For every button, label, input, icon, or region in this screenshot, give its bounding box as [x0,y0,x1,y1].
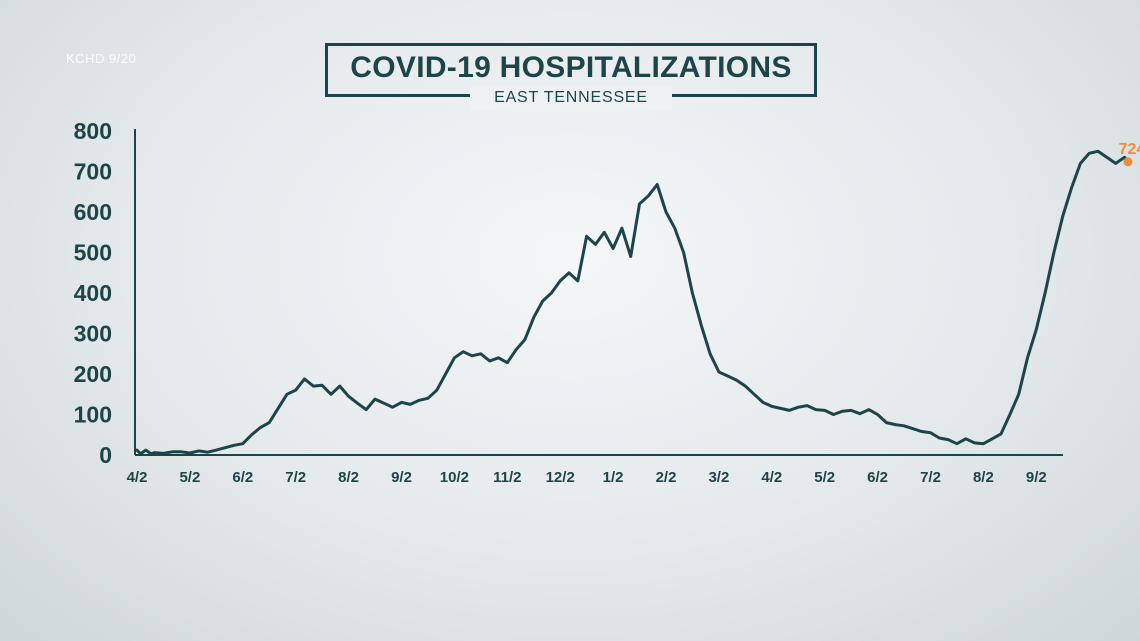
y-tick-label: 400 [74,280,112,306]
x-tick-label: 6/2 [867,469,888,486]
y-tick-label: 300 [74,321,112,347]
y-axis-tick-labels: 0 100 200 300 400 500 600 700 800 [74,118,112,468]
series-line-0 [135,149,1130,456]
x-tick-label: 9/2 [1026,469,1047,486]
y-tick-label: 0 [99,442,112,468]
x-tick-label: 9/2 [391,469,412,486]
x-tick-label: 6/2 [232,469,253,486]
y-tick-label: 100 [74,402,112,428]
x-tick-label: 2/2 [656,469,677,486]
y-tick-label: 800 [74,118,112,144]
y-tick-label: 700 [74,159,112,185]
highlight-value-label: 724 [1119,141,1140,158]
x-tick-label: 5/2 [179,469,200,486]
y-tick-label: 600 [74,199,112,225]
axes [134,129,1063,456]
x-tick-label: 7/2 [920,469,941,486]
x-tick-label: 7/2 [285,469,306,486]
x-tick-label: 8/2 [973,469,994,486]
highlight-layer: 724 [1119,141,1140,167]
x-axis-tick-labels: 4/2 5/2 6/2 7/2 8/2 9/2 10/2 11/2 12/2 1/2 2/2 3/2 4… [127,469,1047,486]
x-tick-label: 5/2 [814,469,835,486]
y-tick-label: 500 [74,240,112,266]
x-tick-label: 10/2 [440,469,469,486]
source-label: KCHD 9/20 [66,51,137,66]
chart-title: COVID-19 HOSPITALIZATIONS [350,51,792,84]
x-tick-label: 4/2 [127,469,148,486]
highlight-point [1123,157,1133,167]
x-tick-label: 8/2 [338,469,359,486]
x-tick-label: 4/2 [761,469,782,486]
x-tick-label: 11/2 [493,469,521,486]
x-tick-label: 3/2 [708,469,729,486]
y-tick-label: 200 [74,361,112,387]
x-tick-label: 1/2 [603,469,624,486]
chart-subtitle: EAST TENNESSEE [470,86,672,110]
series-layer [135,149,1130,456]
x-tick-label: 12/2 [546,469,575,486]
